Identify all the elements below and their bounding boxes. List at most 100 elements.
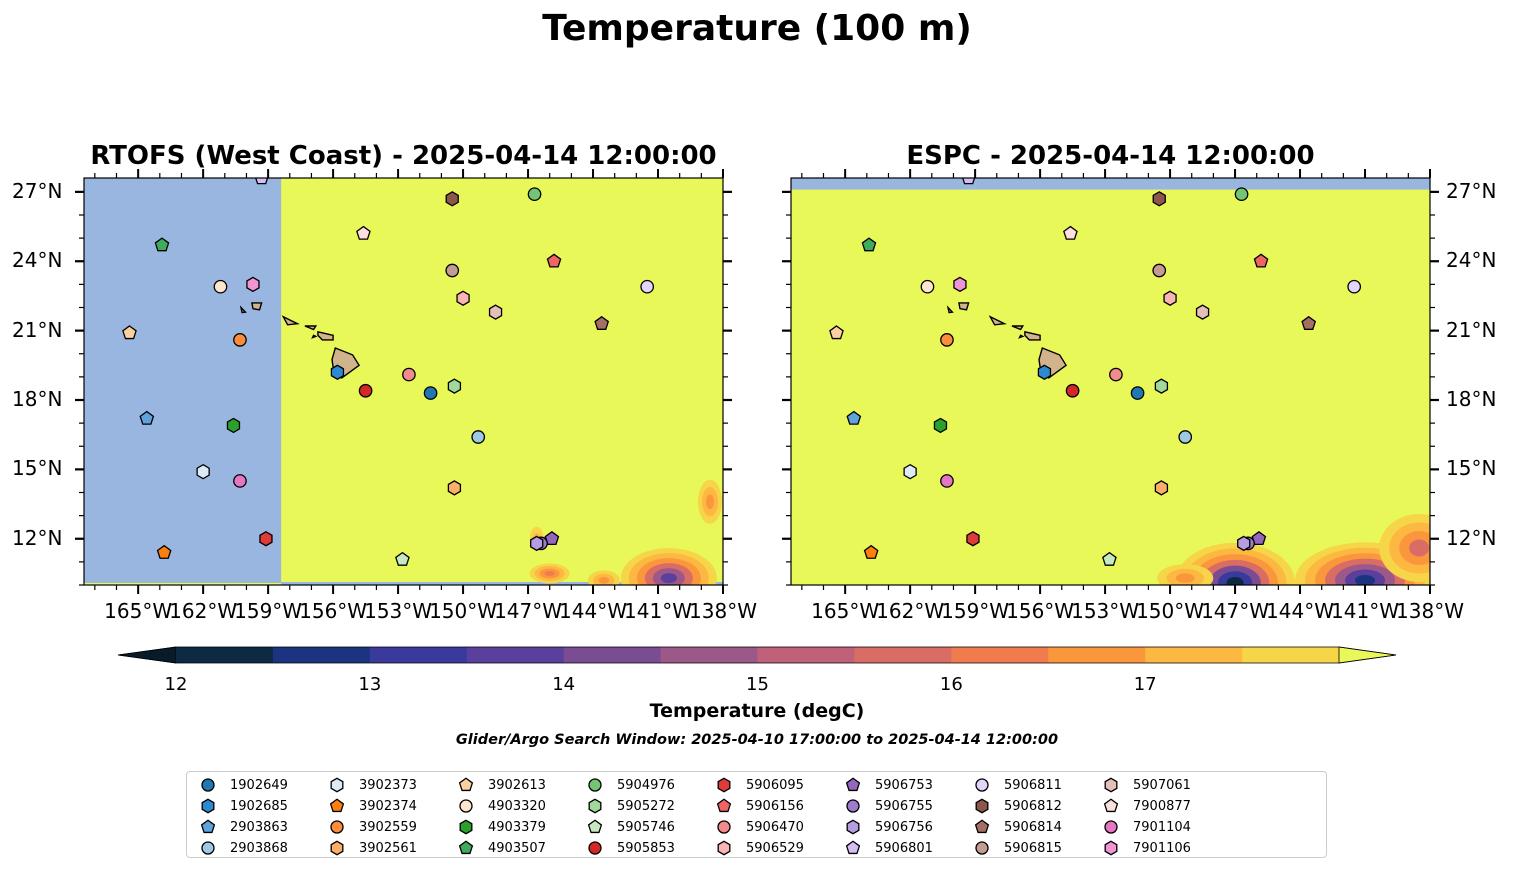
colorbar-bin — [369, 647, 468, 663]
float-legend: 1902649 1902685 2903863 2903868 3902373 39023… — [186, 771, 1327, 858]
legend-marker-pentagon — [458, 777, 474, 792]
lon-tick-label: 147°W — [1201, 599, 1270, 623]
colorbar-bin — [854, 647, 952, 663]
legend-label: 5906755 — [875, 798, 933, 814]
legend-label: 1902685 — [230, 798, 288, 814]
legend-marker-pentagon — [329, 798, 345, 813]
lon-tick-label: 150°W — [1136, 599, 1205, 623]
legend-marker-circle — [201, 841, 215, 855]
legend-item: 5906815 — [973, 839, 1062, 857]
legend-label: 5906801 — [875, 840, 933, 856]
legend-label: 5906470 — [746, 819, 804, 835]
float-marker-7901104 — [940, 474, 954, 488]
legend-item: 5905746 — [586, 818, 675, 836]
legend-label: 2903863 — [230, 819, 288, 835]
legend-label: 3902561 — [359, 840, 417, 856]
float-marker-5906095 — [966, 531, 980, 547]
legend-marker-hexagon — [459, 819, 473, 835]
float-marker-3902373 — [903, 463, 917, 480]
lon-tick-label: 147°W — [494, 599, 563, 623]
legend-item: 5907061 — [1102, 776, 1191, 794]
float-marker-5904976 — [1234, 187, 1249, 202]
float-marker-5905853 — [358, 383, 373, 398]
search-window-text: Glider/Argo Search Window: 2025-04-10 17… — [455, 732, 1059, 748]
legend-item: 1902649 — [199, 776, 288, 794]
lon-tick-label: 141°W — [624, 599, 692, 623]
legend-label: 5906095 — [746, 777, 804, 793]
legend-marker-pentagon — [845, 840, 861, 855]
legend-marker-circle — [717, 820, 731, 834]
figure-title: Temperature (100 m) — [542, 8, 972, 49]
float-marker-5906812 — [445, 191, 459, 207]
lat-tick-label: 12°N — [12, 525, 63, 550]
legend-item: 5906811 — [973, 776, 1062, 794]
float-marker-2903863 — [139, 410, 155, 425]
legend-label: 5905853 — [617, 840, 675, 856]
legend-marker-hexagon — [330, 840, 344, 856]
float-marker-7900877 — [356, 225, 371, 240]
float-marker-7901106 — [246, 276, 260, 293]
legend-item: 3902374 — [328, 797, 417, 815]
lat-tick-label: 18°N — [1446, 387, 1497, 411]
float-marker-4903379 — [226, 417, 241, 434]
legend-marker-pentagon — [974, 819, 990, 834]
map-panel-1 — [75, 169, 732, 594]
legend-label: 5904976 — [617, 777, 675, 793]
legend-label: 3902373 — [359, 777, 417, 793]
legend-label: 5905746 — [617, 819, 675, 835]
float-marker-1902685 — [1037, 364, 1052, 380]
float-marker-5906811 — [1347, 279, 1362, 294]
legend-item: 5904976 — [586, 776, 675, 794]
legend-item: 5906814 — [973, 818, 1062, 836]
panel-title-2: ESPC - 2025-04-14 12:00:00 — [906, 141, 1315, 171]
lon-tick-label: 138°W — [689, 599, 757, 623]
legend-item: 5905272 — [586, 797, 675, 815]
legend-label: 3902613 — [488, 777, 546, 793]
float-marker-2903868 — [1178, 430, 1193, 444]
legend-item: 3902373 — [328, 776, 417, 794]
legend-item: 7901104 — [1102, 818, 1191, 836]
colorbar-bin — [1145, 647, 1243, 663]
legend-item: 3902559 — [328, 818, 417, 836]
legend-marker-circle — [1104, 820, 1118, 834]
float-marker-5904976 — [527, 187, 542, 202]
legend-marker-pentagon — [458, 840, 474, 855]
legend-label: 4903507 — [488, 840, 546, 856]
float-marker-2903868 — [471, 430, 486, 444]
legend-label: 3902559 — [359, 819, 417, 835]
colorbar-bin — [1048, 647, 1146, 663]
float-marker-5905272 — [447, 378, 462, 394]
colorbar-bin — [272, 647, 371, 663]
float-marker-4903507 — [861, 237, 877, 252]
lat-tick-label: 18°N — [12, 387, 63, 411]
legend-label: 5905272 — [617, 798, 675, 814]
colorbar-tick-label: 16 — [939, 674, 963, 695]
colorbar-tick-label: 13 — [358, 674, 382, 695]
legend-item: 3902561 — [328, 839, 417, 857]
legend-marker-circle — [975, 778, 989, 792]
colorbar-bin — [951, 647, 1049, 663]
legend-marker-hexagon — [717, 777, 731, 793]
colorbar-bin — [757, 647, 855, 663]
legend-marker-hexagon — [846, 819, 860, 835]
legend-marker-pentagon — [587, 819, 603, 834]
legend-label: 7901104 — [1133, 819, 1191, 835]
lat-tick-label: 24°N — [12, 248, 63, 273]
legend-label: 5906812 — [1004, 798, 1062, 814]
float-marker-3902561 — [1154, 480, 1169, 496]
lon-tick-label: 159°W — [234, 599, 303, 623]
legend-marker-hexagon — [717, 840, 731, 856]
legend-label: 5906811 — [1004, 777, 1062, 793]
lon-tick-label: 156°W — [1006, 599, 1075, 623]
legend-marker-pentagon — [200, 819, 216, 834]
float-marker-4903320 — [920, 279, 935, 294]
float-marker-5907061 — [488, 304, 503, 320]
legend-label: 5907061 — [1133, 777, 1191, 793]
lat-tick-label: 21°N — [12, 317, 63, 342]
colorbar-bin — [660, 647, 758, 663]
float-marker-5906470 — [1109, 367, 1123, 382]
float-marker-4903320 — [213, 279, 228, 294]
float-marker-5906156 — [546, 253, 562, 268]
legend-marker-circle — [975, 841, 989, 855]
lon-tick-label: 162°W — [876, 599, 945, 623]
